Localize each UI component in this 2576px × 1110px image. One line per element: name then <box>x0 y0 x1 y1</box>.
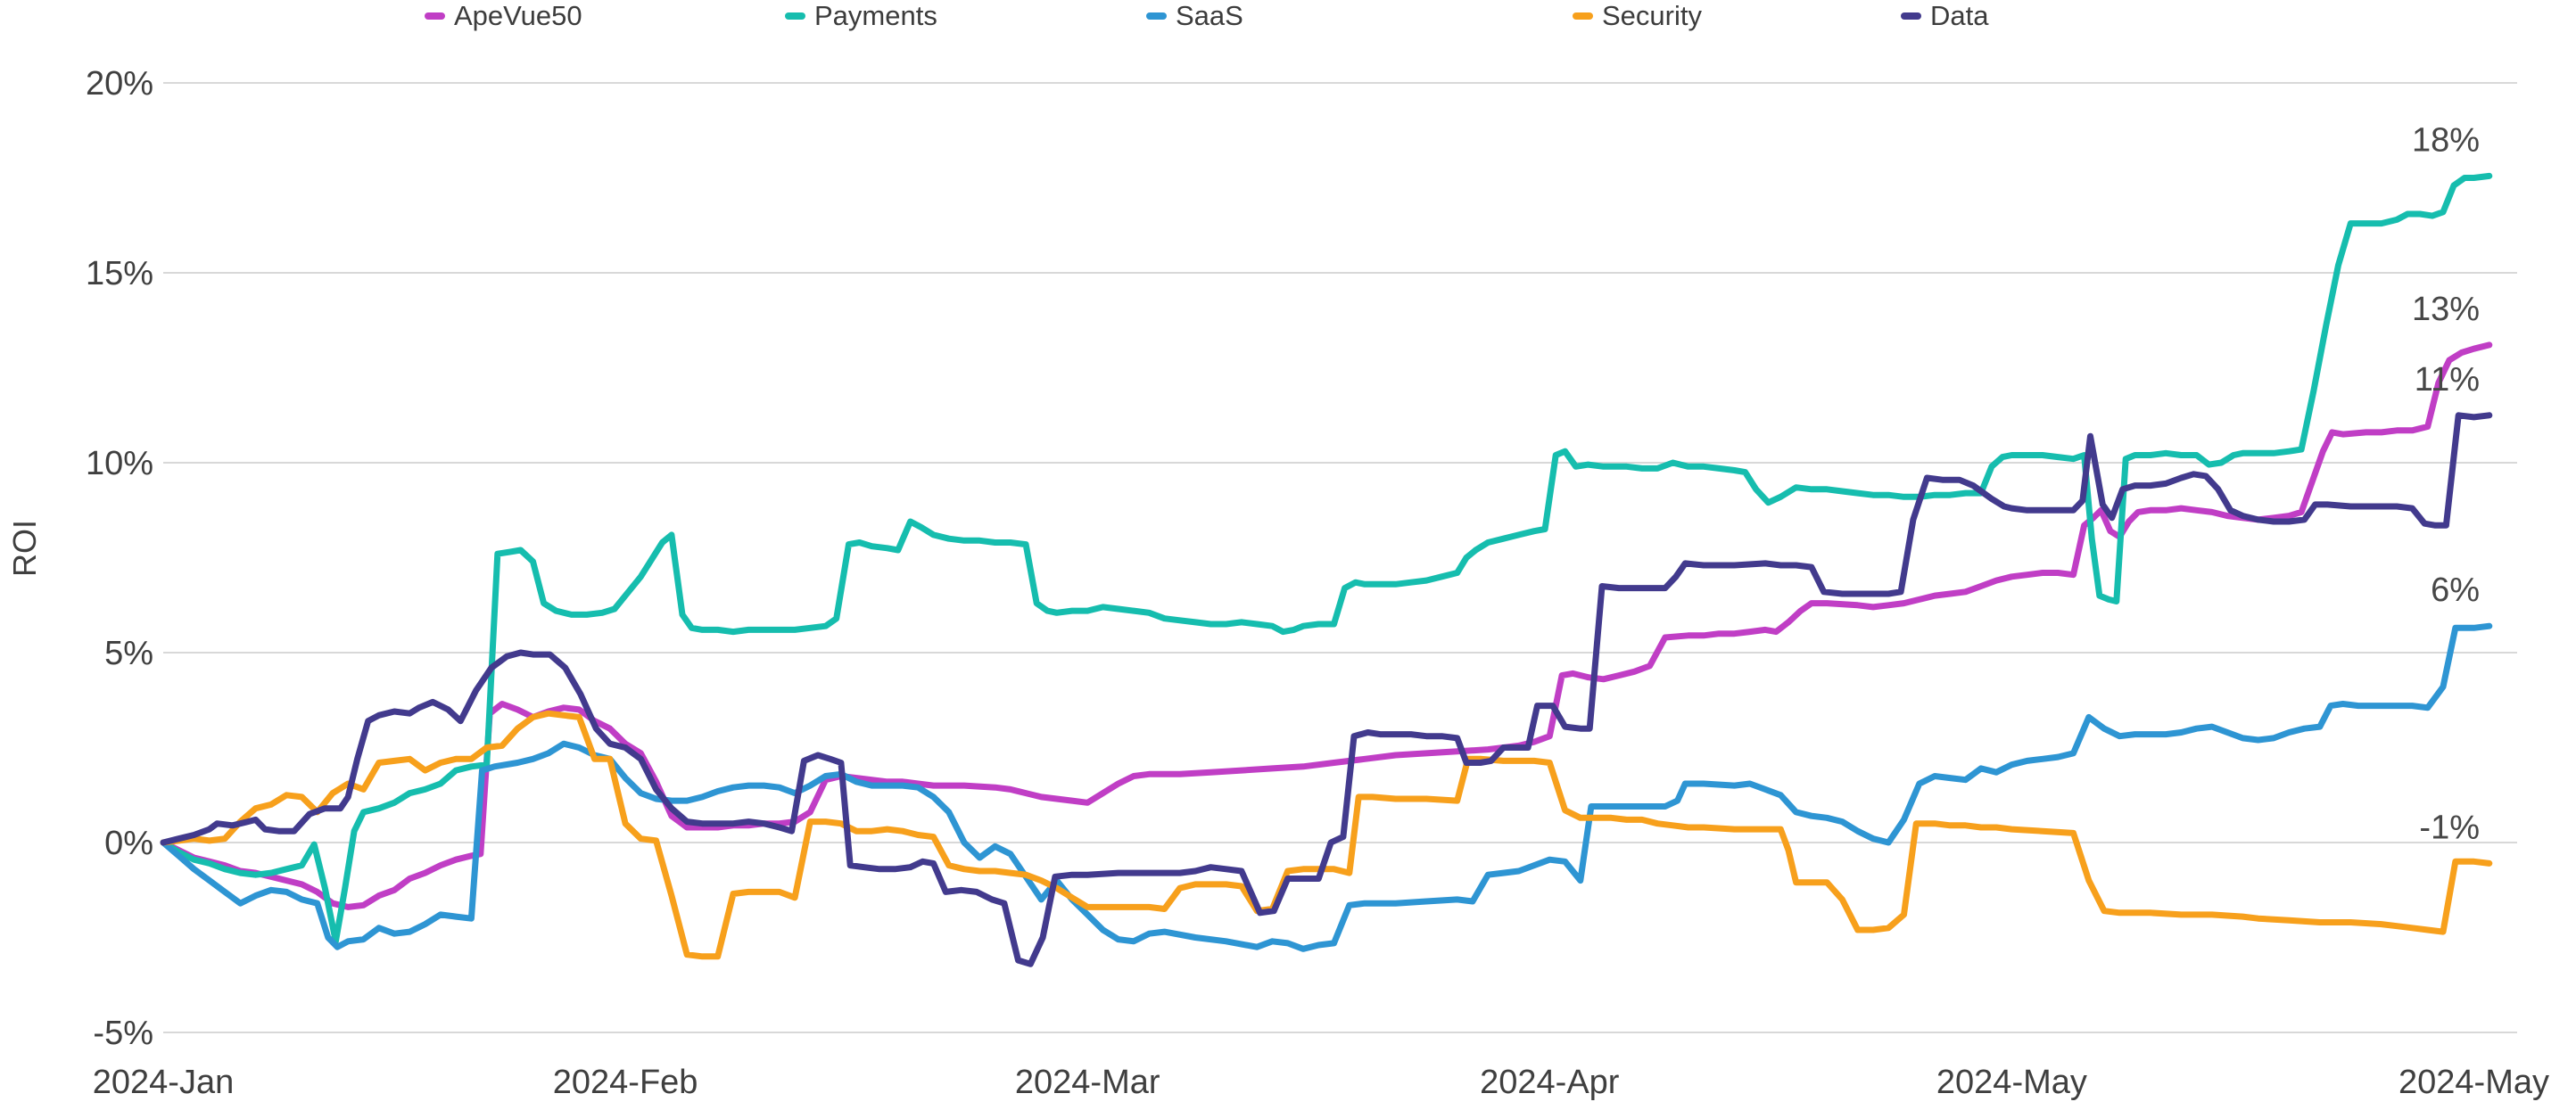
legend-label: Security <box>1602 0 1702 31</box>
y-tick-label: 20% <box>86 65 153 103</box>
chart-legend: ApeVue50 Payments SaaS Security Data <box>0 2 2576 32</box>
x-tick-label: 2024-Feb <box>553 1064 698 1101</box>
x-tick-label: 2024-Apr <box>1480 1064 1620 1101</box>
x-tick-label: 2024-May <box>2398 1064 2549 1101</box>
y-tick-label: 10% <box>86 445 153 482</box>
legend-item-data[interactable]: Data <box>1901 2 1988 30</box>
y-tick-label: 15% <box>86 255 153 292</box>
legend-label: Payments <box>814 0 937 31</box>
y-tick-label: 5% <box>104 635 153 672</box>
series-line-apevue50 <box>160 341 2493 910</box>
legend-swatch-saas <box>1146 12 1167 20</box>
series-line-payments <box>160 172 2493 945</box>
legend-item-payments[interactable]: Payments <box>785 2 937 30</box>
y-axis-title: ROI <box>6 520 43 577</box>
legend-label: ApeVue50 <box>454 0 582 31</box>
x-tick-label: 2024-May <box>1936 1064 2087 1101</box>
series-line-saas <box>160 622 2493 952</box>
legend-swatch-security <box>1573 12 1593 20</box>
series-line-data <box>160 412 2493 967</box>
legend-item-security[interactable]: Security <box>1573 2 1702 30</box>
legend-label: Data <box>1930 0 1989 31</box>
y-tick-label: -5% <box>93 1015 153 1052</box>
x-tick-label: 2024-Mar <box>1015 1064 1160 1101</box>
end-label-saas: 6% <box>2431 571 2480 609</box>
legend-swatch-data <box>1901 12 1921 20</box>
series-line-security <box>160 710 2493 960</box>
end-label-payments: 18% <box>2412 121 2480 159</box>
legend-swatch-payments <box>785 12 805 20</box>
legend-item-saas[interactable]: SaaS <box>1146 2 1243 30</box>
legend-label: SaaS <box>1176 0 1243 31</box>
x-tick-label: 2024-Jan <box>93 1064 234 1101</box>
legend-item-apevue50[interactable]: ApeVue50 <box>425 2 582 30</box>
y-tick-label: 0% <box>104 825 153 862</box>
legend-swatch-apevue50 <box>425 12 445 20</box>
end-label-apevue50: 13% <box>2412 291 2480 328</box>
end-label-data: 11% <box>2415 361 2480 399</box>
end-label-security: -1% <box>2419 809 2480 846</box>
